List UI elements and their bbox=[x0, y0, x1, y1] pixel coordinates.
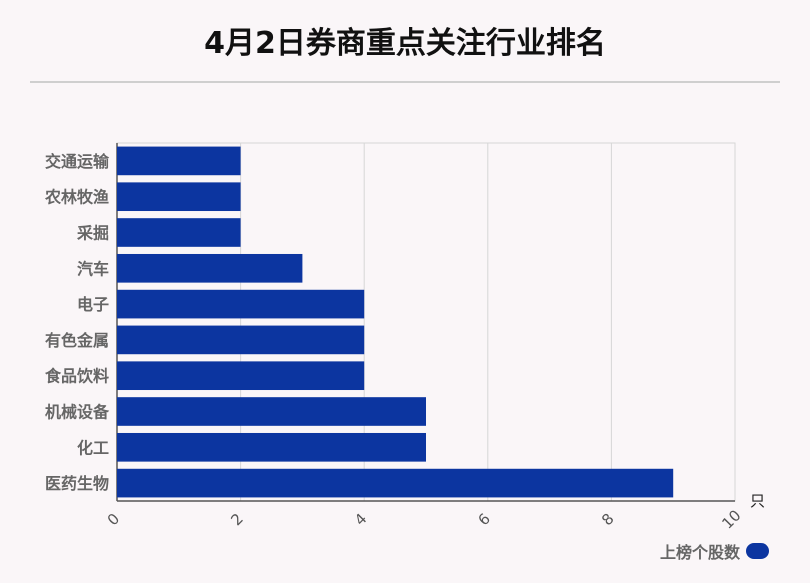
category-label: 化工 bbox=[77, 438, 109, 457]
bar-7[interactable] bbox=[117, 361, 365, 391]
category-label: 交通运输 bbox=[45, 152, 110, 171]
bar-2[interactable] bbox=[117, 182, 241, 212]
legend-swatch bbox=[746, 543, 770, 559]
category-label: 农林牧渔 bbox=[44, 188, 109, 207]
chart-title: 4月2日券商重点关注行业排名 bbox=[204, 26, 606, 61]
bar-3[interactable] bbox=[117, 218, 241, 247]
x-unit-label: 只 bbox=[750, 492, 765, 510]
x-tick-labels: 0 2 4 6 8 10 bbox=[104, 506, 745, 532]
bar-10[interactable] bbox=[117, 468, 674, 498]
legend-label: 上榜个股数 bbox=[660, 543, 741, 562]
category-label: 采掘 bbox=[76, 224, 109, 243]
bar-8[interactable] bbox=[117, 397, 426, 426]
x-tick-label: 2 bbox=[227, 510, 246, 529]
bar-4[interactable] bbox=[117, 253, 303, 283]
bar-9[interactable] bbox=[117, 432, 426, 462]
x-tick-label: 8 bbox=[598, 510, 617, 529]
category-label: 机械设备 bbox=[45, 403, 110, 422]
category-label: 医药生物 bbox=[45, 474, 109, 493]
bar-1[interactable] bbox=[117, 146, 241, 176]
category-label: 汽车 bbox=[77, 259, 109, 278]
x-tick-label: 6 bbox=[475, 510, 494, 529]
category-label: 有色金属 bbox=[45, 331, 109, 350]
title-divider bbox=[30, 81, 780, 83]
bar-5[interactable] bbox=[117, 289, 365, 319]
bar-6[interactable] bbox=[117, 325, 365, 355]
x-tick-label: 0 bbox=[104, 510, 123, 529]
category-label: 电子 bbox=[77, 295, 109, 314]
bars bbox=[117, 146, 674, 498]
x-tick-label: 10 bbox=[718, 506, 744, 532]
legend[interactable]: 上榜个股数 bbox=[660, 540, 770, 562]
x-tick-label: 4 bbox=[351, 510, 370, 529]
category-label: 食品饮料 bbox=[44, 367, 109, 386]
